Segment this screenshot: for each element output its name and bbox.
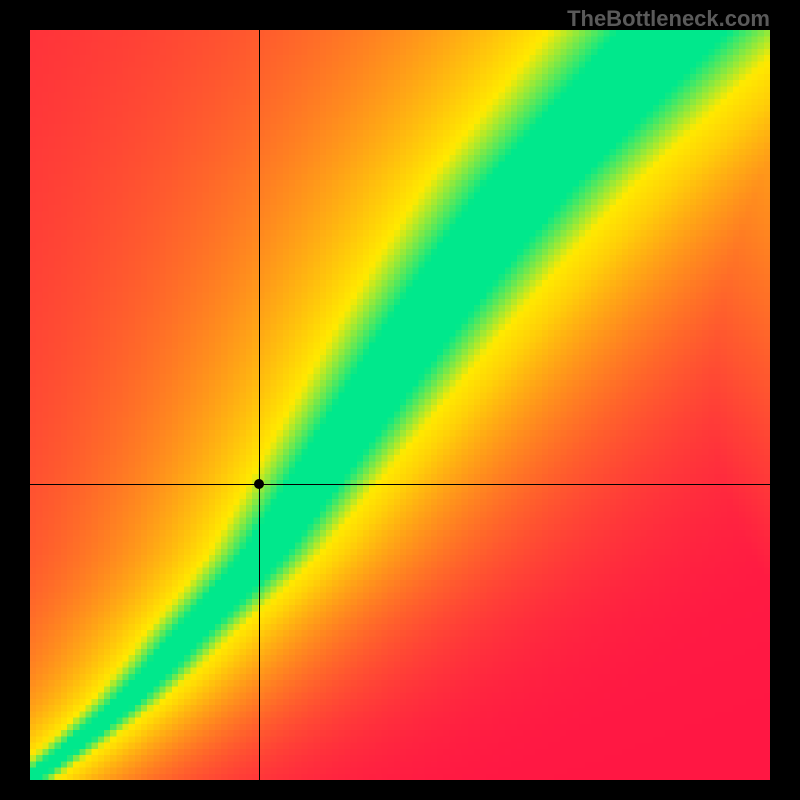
crosshair-vertical bbox=[259, 30, 260, 780]
crosshair-marker bbox=[254, 479, 264, 489]
watermark-text: TheBottleneck.com bbox=[567, 6, 770, 32]
heatmap-plot bbox=[30, 30, 770, 780]
heatmap-canvas bbox=[30, 30, 770, 780]
crosshair-horizontal bbox=[30, 484, 770, 485]
